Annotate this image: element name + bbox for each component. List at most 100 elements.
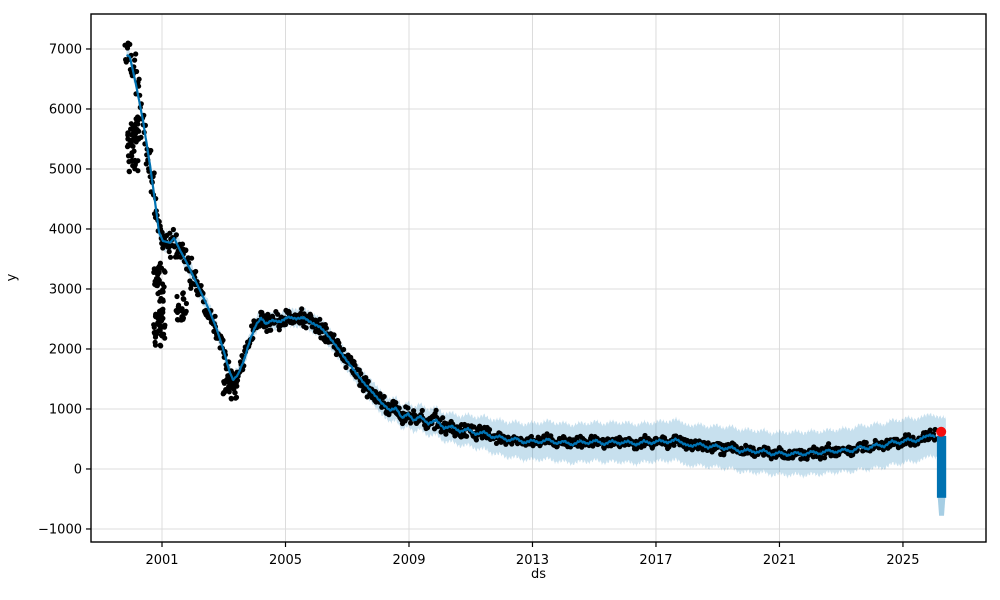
scatter-point [173,308,180,314]
scatter-point [341,346,347,353]
y-tick-label: 7000 [49,42,82,57]
scatter-point [154,283,160,289]
scatter-point [822,455,828,461]
scatter-point [443,431,449,437]
scatter-point [173,232,179,238]
scatter-point [129,150,135,156]
scatter-point [133,51,139,57]
scatter-point [151,170,157,176]
scatter-point [158,313,164,319]
scatter-point [158,265,165,271]
scatter-point [299,306,305,312]
scatter-point [179,241,186,247]
scatter-point [170,226,176,233]
x-tick-label: 2001 [145,553,178,568]
scatter-point [408,420,414,426]
scatter-point [152,342,159,348]
scatter-point [174,293,180,300]
scatter-point [143,161,149,167]
scatter-point [125,136,131,142]
scatter-point [156,322,163,328]
scatter-point [130,137,136,143]
scatter-point [198,283,204,289]
scatter-point [167,254,174,260]
scatter-point [301,311,307,317]
y-tick-label: 2000 [49,342,82,357]
scatter-point [134,126,140,133]
scatter-point [135,121,141,127]
scatter-point [440,415,446,421]
scatter-point [134,68,140,75]
scatter-point [162,335,168,341]
scatter-point [323,325,329,331]
scatter-point [127,41,133,48]
scatter-point [343,364,349,371]
scatter-point [136,76,142,82]
forecast-tail-bar [936,436,947,498]
scatter-point [135,135,141,141]
y-tick-label: −1000 [38,522,82,537]
scatter-point [153,311,159,317]
scatter-point [125,132,131,138]
scatter-point [927,427,933,433]
scatter-point [159,229,165,235]
scatter-point [282,321,289,328]
scatter-point [167,230,173,236]
scatter-point [181,296,187,302]
x-axis-label: ds [530,567,547,582]
x-tick-label: 2009 [392,553,425,568]
scatter-point [157,308,163,314]
scatter-point [228,396,234,402]
scatter-point [159,281,166,287]
highlight-point [936,426,947,437]
scatter-point [473,437,479,443]
scatter-point [600,436,606,443]
x-tick-label: 2005 [269,553,302,568]
y-axis-label: y [4,273,20,282]
scatter-point [275,311,281,317]
scatter-point [180,291,186,297]
x-tick-label: 2025 [886,553,919,568]
scatter-point [268,327,274,333]
scatter-point [183,300,189,307]
scatter-point [126,143,132,149]
scatter-point [161,331,167,337]
scatter-point [396,405,402,411]
scatter-point [189,255,195,261]
scatter-point [486,427,493,433]
scatter-point [166,249,172,255]
scatter-point [634,446,640,452]
scatter-point [493,440,500,446]
scatter-point [393,400,399,406]
scatter-point [148,147,154,154]
scatter-point [158,343,164,349]
scatter-point [276,327,282,333]
scatter-point [160,289,166,295]
y-tick-label: 5000 [49,162,82,177]
scatter-point [212,313,218,319]
scatter-point [232,390,238,396]
scatter-point [183,247,189,253]
scatter-point [180,315,186,321]
scatter-point [223,387,229,393]
scatter-point [135,117,141,123]
scatter-points-group [122,40,939,462]
y-tick-label: 4000 [49,222,82,237]
scatter-point [132,57,138,63]
scatter-point [358,371,364,377]
scatter-point [381,393,387,400]
scatter-point [826,441,832,447]
scatter-point [193,268,199,275]
scatter-point [162,269,168,275]
x-tick-label: 2013 [516,553,549,568]
forecast-tail-band [937,494,946,516]
scatter-point [386,412,392,418]
scatter-point [331,332,337,338]
scatter-point [151,324,157,330]
scatter-point [130,163,136,169]
y-tick-label: 6000 [49,102,82,117]
scatter-point [419,407,425,414]
scatter-point [183,308,189,314]
